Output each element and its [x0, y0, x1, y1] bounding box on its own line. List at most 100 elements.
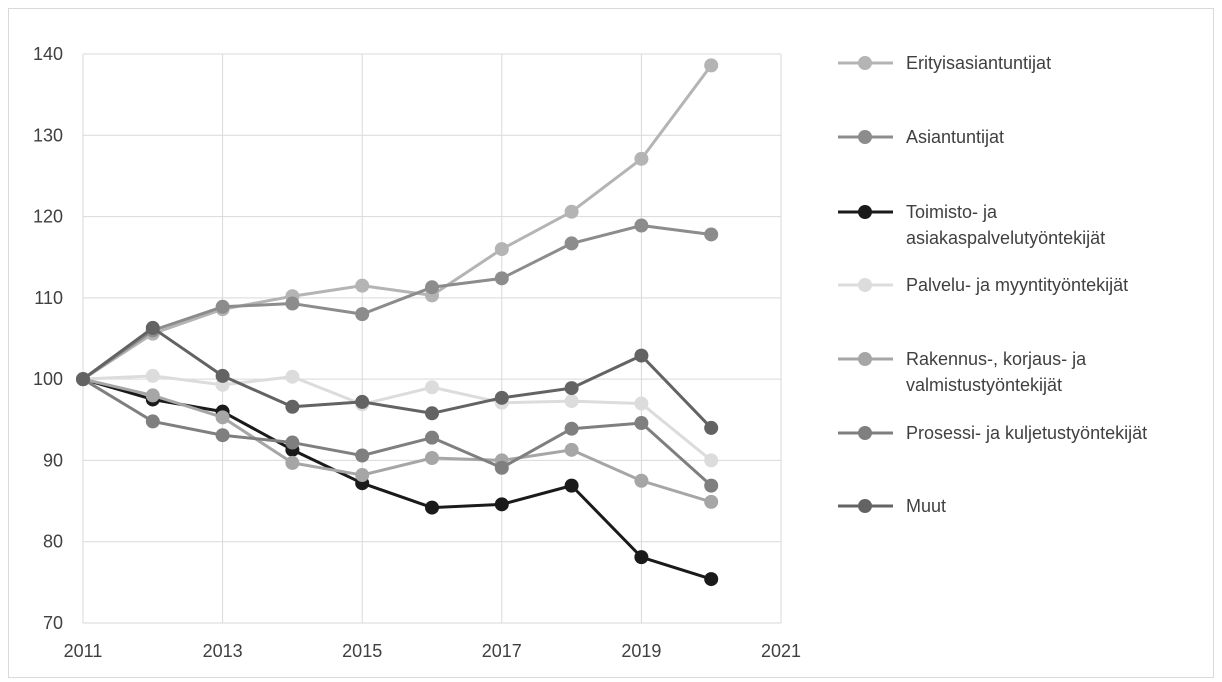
legend-marker	[858, 130, 872, 144]
legend-item: Palvelu- ja myyntityöntekijät	[838, 275, 1128, 295]
y-tick-label: 130	[33, 125, 63, 145]
data-point	[634, 550, 649, 565]
legend-marker	[858, 426, 872, 440]
x-tick-label: 2013	[203, 641, 243, 661]
data-point	[634, 218, 649, 233]
data-point	[704, 227, 719, 242]
data-point	[564, 478, 579, 493]
x-tick-label: 2015	[342, 641, 382, 661]
data-point	[215, 428, 230, 443]
data-point	[425, 500, 439, 515]
data-point	[285, 455, 300, 470]
y-tick-label: 120	[33, 207, 63, 227]
legend-label: Erityisasiantuntijat	[906, 53, 1051, 73]
data-point	[425, 380, 439, 395]
data-point	[215, 410, 230, 425]
chart-frame	[8, 8, 1214, 678]
data-point	[634, 151, 649, 166]
legend-marker	[858, 278, 872, 292]
data-point	[564, 236, 579, 251]
data-point	[494, 242, 509, 257]
data-point	[425, 406, 439, 421]
legend: Erityisasiantuntijat Asiantuntijat Toimist…	[838, 53, 1147, 516]
data-point	[285, 296, 300, 311]
legend-label: Palvelu- ja myyntityöntekijät	[906, 275, 1128, 295]
legend-label: Asiantuntijat	[906, 127, 1004, 147]
series-5	[76, 372, 719, 509]
series-4	[76, 368, 719, 468]
data-point	[634, 348, 649, 363]
data-point	[704, 572, 719, 587]
data-point	[145, 368, 160, 383]
legend-label: Rakennus-, korjaus- ja valmistustyöntekij…	[906, 349, 1087, 395]
data-point	[355, 448, 370, 463]
series-6	[76, 372, 719, 493]
legend-item: Toimisto- ja asiakaspalvelutyöntekijät	[838, 202, 1105, 248]
legend-item: Erityisasiantuntijat	[838, 53, 1051, 73]
legend-item: Prosessi- ja kuljetustyöntekijät	[838, 423, 1147, 443]
y-tick-label: 80	[43, 532, 63, 552]
legend-item: Rakennus-, korjaus- ja valmistustyöntekij…	[838, 349, 1087, 395]
series-line	[82, 326, 713, 429]
x-tick-label: 2011	[64, 641, 103, 661]
y-tick-label: 70	[43, 613, 63, 633]
series-line	[82, 377, 712, 504]
data-point	[564, 394, 579, 409]
data-point	[145, 320, 160, 335]
data-point	[355, 394, 370, 409]
legend-marker	[858, 56, 872, 70]
data-point	[215, 368, 230, 383]
legend-label: Prosessi- ja kuljetustyöntekijät	[906, 423, 1147, 443]
series-line	[82, 377, 712, 581]
data-point	[494, 271, 509, 286]
y-tick-label: 90	[43, 450, 63, 470]
x-tick-label: 2017	[482, 641, 522, 661]
data-point	[564, 442, 579, 457]
series-line	[82, 64, 713, 381]
data-point	[564, 204, 579, 219]
data-point	[355, 307, 370, 322]
data-point	[285, 435, 300, 450]
data-point	[704, 420, 719, 435]
series-2	[76, 218, 719, 387]
legend-label: Toimisto- ja asiakaspalvelutyöntekijät	[906, 202, 1105, 248]
data-point	[76, 372, 90, 387]
data-point	[355, 468, 370, 483]
legend-marker	[858, 205, 872, 219]
data-point	[425, 450, 439, 465]
data-point	[634, 473, 649, 488]
data-point	[425, 430, 439, 445]
y-tick-label: 100	[33, 369, 63, 389]
data-point	[564, 381, 579, 396]
data-point	[704, 494, 719, 509]
data-point	[494, 390, 509, 405]
data-point	[564, 421, 579, 436]
data-point	[704, 478, 719, 493]
data-point	[355, 278, 370, 293]
data-point	[285, 369, 300, 384]
data-point	[634, 396, 649, 411]
data-point	[704, 58, 719, 73]
data-point	[285, 399, 300, 414]
data-point	[145, 414, 160, 429]
data-point	[634, 416, 649, 431]
legend-item: Muut	[838, 496, 946, 516]
data-point	[215, 299, 230, 314]
series-line	[82, 224, 712, 381]
y-tick-label: 110	[34, 288, 63, 308]
data-point	[425, 280, 439, 295]
series-1	[76, 58, 719, 387]
y-tick-label: 140	[33, 44, 63, 64]
data-point	[494, 497, 509, 512]
axes: 70 80 90 100 110 120 130 140 2011 2013 2015 2017 201…	[33, 44, 801, 661]
grid-lines	[82, 53, 782, 624]
legend-item: Asiantuntijat	[838, 127, 1004, 147]
data-point	[145, 388, 160, 403]
series-7	[76, 320, 719, 435]
x-tick-label: 2019	[621, 641, 661, 661]
data-point	[494, 460, 509, 475]
legend-marker	[858, 499, 872, 513]
series-layer	[76, 58, 719, 587]
series-line	[82, 374, 713, 462]
